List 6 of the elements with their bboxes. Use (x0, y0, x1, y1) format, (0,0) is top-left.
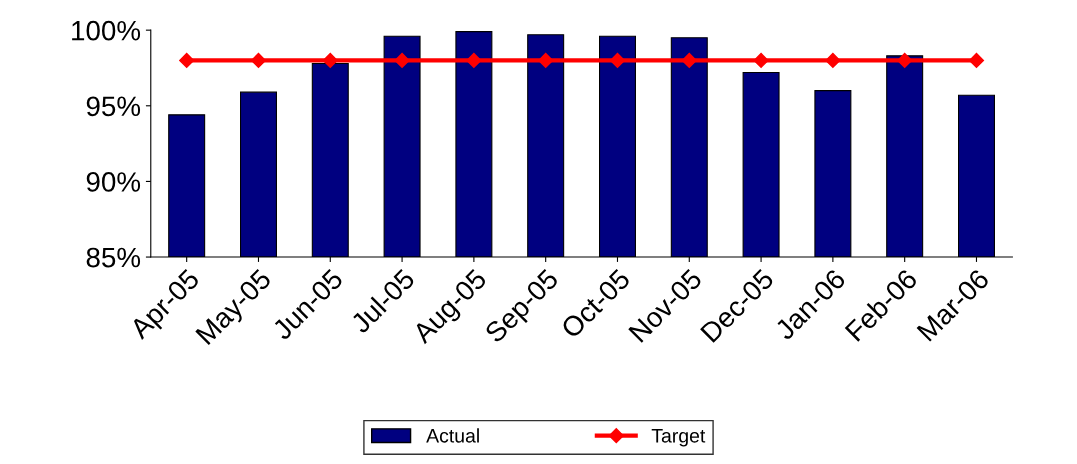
y-tick-label: 100% (72, 20, 141, 41)
legend-label: Target (651, 429, 706, 447)
legend-label: Actual (426, 428, 479, 443)
y-tick-label: 85% (86, 247, 141, 268)
y-tick-label: 90% (86, 172, 141, 192)
y-tick-label: 95% (86, 96, 141, 117)
